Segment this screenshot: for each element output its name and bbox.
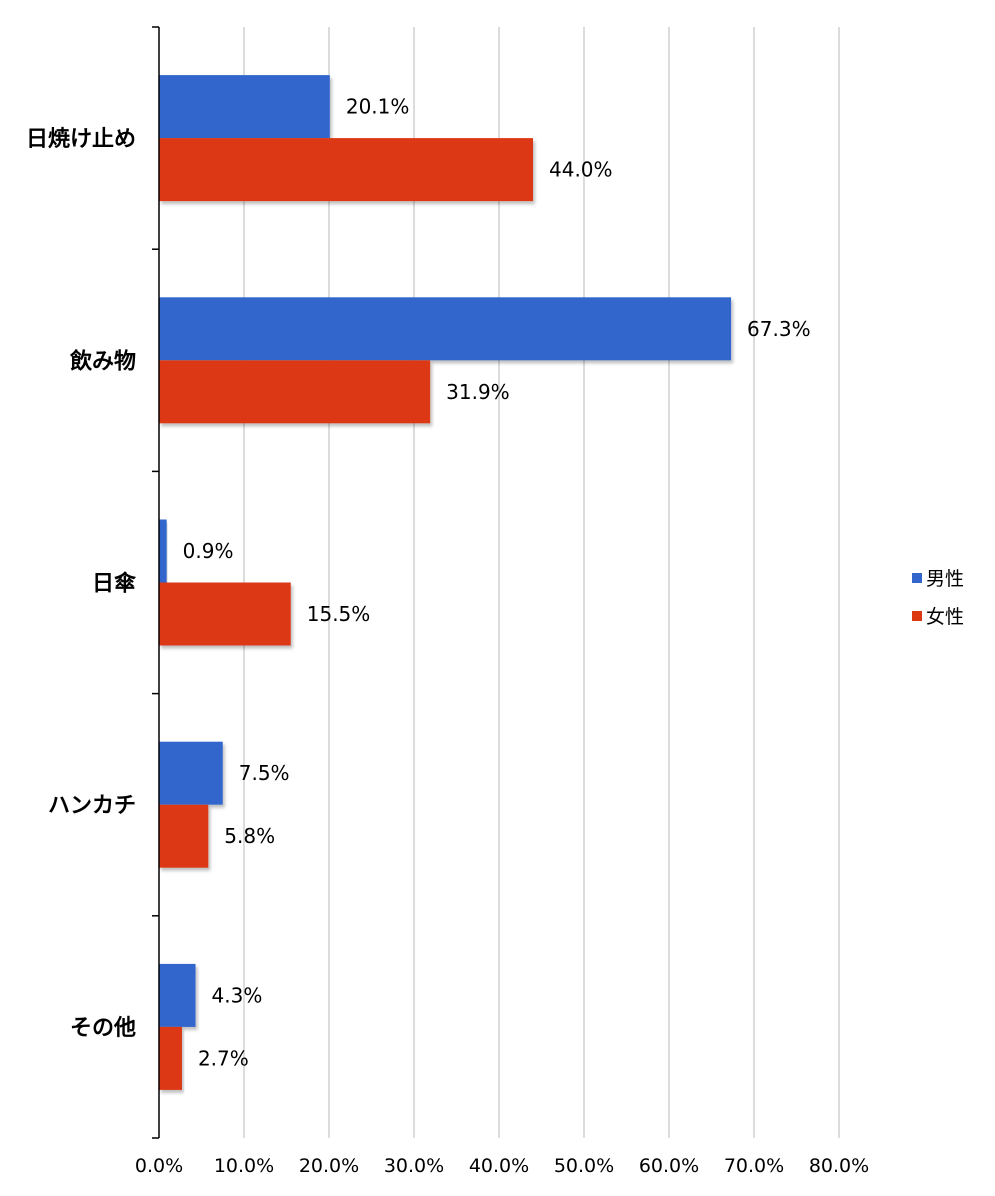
bar-female — [159, 582, 291, 646]
category-label: その他 — [70, 1016, 136, 1041]
x-tick-label: 10.0% — [214, 1155, 274, 1177]
axes: 0.0% 10.0% 20.0% 30.0% 40.0% 50.0% 60.0% 70.0% 8… — [26, 26, 869, 1177]
data-label: 15.5% — [307, 602, 371, 626]
x-tick-label: 80.0% — [809, 1155, 869, 1177]
data-label: 31.9% — [446, 380, 510, 404]
data-labels: 20.1% 44.0% 67.3% 31.9% 0.9% 15.5% 7.5% 5.8% 4.3… — [183, 95, 811, 1071]
x-tick-label: 20.0% — [299, 1155, 359, 1177]
bar-male — [159, 297, 732, 361]
data-label: 2.7% — [198, 1046, 249, 1070]
x-tick-label: 40.0% — [469, 1155, 529, 1177]
bar-female — [159, 360, 431, 424]
data-label: 4.3% — [212, 983, 263, 1007]
category-label: 日傘 — [92, 571, 137, 597]
bar-female — [159, 1026, 182, 1090]
data-label: 20.1% — [346, 95, 410, 119]
data-label: 7.5% — [239, 761, 290, 785]
bars — [159, 75, 732, 1090]
x-tick-label: 0.0% — [135, 1155, 183, 1177]
x-tick-label: 60.0% — [639, 1155, 699, 1177]
data-label: 5.8% — [224, 824, 275, 848]
bar-female — [159, 138, 533, 202]
x-tick-label: 70.0% — [724, 1155, 784, 1177]
data-label: 67.3% — [747, 317, 811, 341]
data-label: 0.9% — [183, 539, 234, 563]
category-label: 飲み物 — [69, 348, 136, 374]
x-tick-label: 30.0% — [384, 1155, 444, 1177]
bar-male — [159, 75, 330, 139]
legend-label: 女性 — [926, 606, 964, 628]
legend-label: 男性 — [926, 568, 964, 590]
data-label: 44.0% — [549, 158, 613, 182]
category-label: ハンカチ — [48, 794, 136, 819]
x-tick-label: 50.0% — [554, 1155, 614, 1177]
bar-female — [159, 804, 209, 868]
bar-male — [159, 741, 223, 805]
bar-male — [159, 963, 196, 1027]
legend-swatch — [912, 611, 922, 621]
legend-swatch — [912, 573, 922, 583]
gridlines — [243, 27, 840, 1138]
bar-male — [159, 519, 167, 583]
category-label: 日焼け止め — [26, 126, 136, 152]
